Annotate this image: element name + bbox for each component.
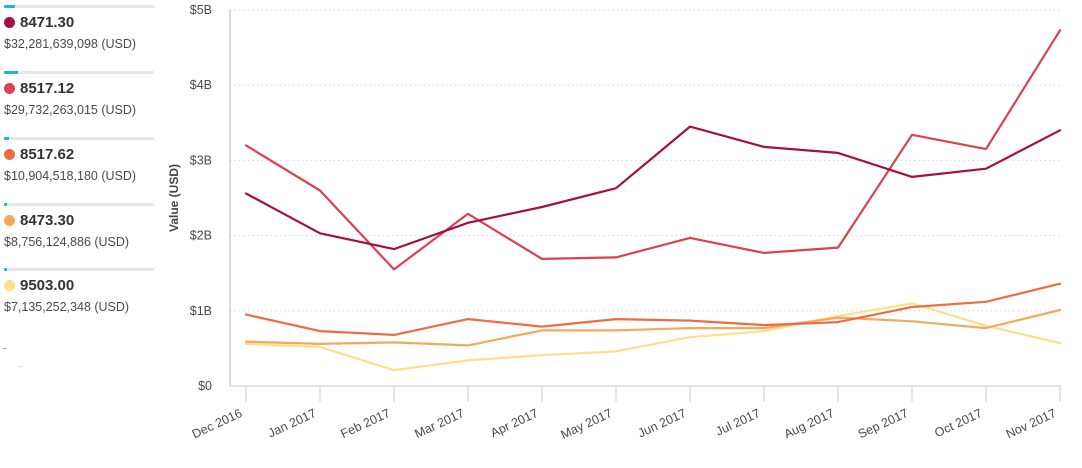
legend-share-fill [4,268,7,271]
legend-color-dot [4,149,15,160]
x-tick-label: Nov 2017 [1004,406,1058,441]
legend-item-value: $7,135,252,348 (USD) [4,300,130,314]
legend-share-fill [4,71,18,74]
y-tick-label: $2B [190,229,212,243]
x-tick-label: Sep 2017 [856,406,910,441]
legend-share-bar [4,268,154,271]
x-tick-label: Dec 2016 [190,406,244,441]
legend-item-code: 8517.62 [20,146,75,163]
x-tick-label: Oct 2017 [932,406,984,440]
line-chart-svg: $0 $1B $2B $3B $4B $5B Dec 2016 Jan 2017 Feb 201… [167,3,1062,442]
y-tick-label: $0 [198,379,212,393]
legend-item-code: 8471.30 [20,14,75,31]
x-tick-label: Jul 2017 [714,406,763,439]
legend-item-code: 9503.00 [20,277,75,294]
legend-item-code: 8517.12 [20,80,75,97]
legend-color-dot [4,83,15,94]
x-tick-label: Apr 2017 [488,406,540,440]
series-line-8517-12 [244,29,1062,271]
x-tick-label: Mar 2017 [412,406,466,441]
series-line-8473-30 [244,308,1062,347]
legend-item-value: $10,904,518,180 (USD) [4,169,137,183]
y-tick-label: $5B [190,3,212,17]
series-line-9503-00 [244,302,1062,372]
legend-item-code: 8473.30 [20,212,75,229]
y-tick-label: $1B [190,304,212,318]
x-tick-label: Feb 2017 [338,406,392,441]
series-line-8471-30 [244,125,1062,251]
legend-item[interactable]: 8517.62 $10,904,518,180 (USD) [0,137,160,197]
legend-item[interactable]: 8517.12 $29,732,263,015 (USD) [0,71,160,131]
legend-item-value: $29,732,263,015 (USD) [4,103,137,117]
legend-color-dot [4,215,15,226]
x-tick-label: Jan 2017 [266,406,319,440]
legend-share-bar [4,71,154,74]
legend-share-bar [4,137,154,140]
legend-item-value: $32,281,639,098 (USD) [4,37,137,51]
legend-share-bar [4,5,154,8]
series-line-8517-62 [244,282,1062,336]
x-tick-label: Aug 2017 [782,406,836,441]
legend-color-dot [4,280,15,291]
x-tick-label: May 2017 [559,406,615,442]
chart-legend: 8471.30 $32,281,639,098 (USD) 8517.12 $2… [0,0,160,468]
y-tick-label: $4B [190,78,212,92]
legend-scroll-marker [3,348,6,349]
y-tick-label: $3B [190,153,212,167]
legend-share-fill [4,137,9,140]
x-tick-label: Jun 2017 [636,406,689,440]
legend-share-fill [4,5,15,8]
legend-color-dot [4,17,15,28]
legend-item[interactable]: 8471.30 $32,281,639,098 (USD) [0,5,160,65]
legend-item[interactable]: 8473.30 $8,756,124,886 (USD) [0,203,160,263]
legend-item[interactable]: 9503.00 $7,135,252,348 (USD) [0,268,160,328]
legend-item-value: $8,756,124,886 (USD) [4,235,130,249]
legend-share-bar [4,203,154,206]
legend-scroll-marker [19,366,23,367]
legend-share-fill [4,203,7,206]
y-axis-title: Value (USD) [167,164,181,232]
line-chart: $0 $1B $2B $3B $4B $5B Dec 2016 Jan 2017 Feb 201… [160,0,1082,468]
